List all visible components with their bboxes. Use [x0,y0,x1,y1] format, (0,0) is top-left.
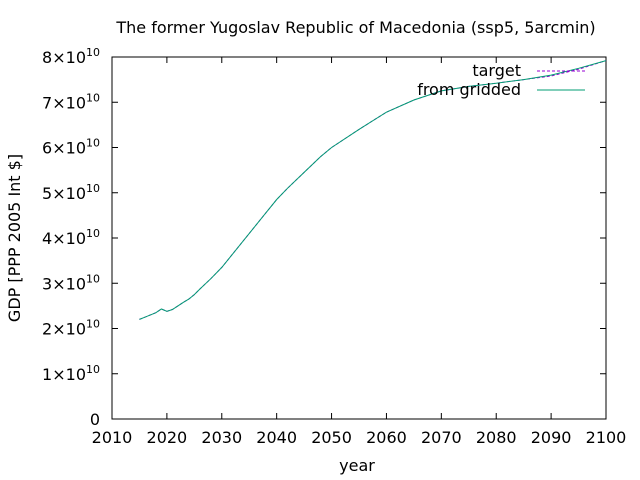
y-tick-label: 3×1010 [42,272,100,293]
plot-frame [111,56,607,420]
chart-title: The former Yugoslav Republic of Macedoni… [115,18,595,37]
legend-label: from gridded [417,80,521,99]
x-tick-label: 2090 [531,428,572,447]
axis-ticks: 2010 2020 2030 2040 2050 2060 2070 2080 2090 2100… [42,46,626,447]
x-tick-label: 2070 [421,428,462,447]
x-tick-label: 2100 [586,428,627,447]
x-tick-label: 2080 [476,428,517,447]
x-axis-label: year [339,456,375,475]
x-tick-label: 2040 [256,428,297,447]
y-tick-label: 4×1010 [42,227,100,248]
y-axis-label: GDP [PPP 2005 Int $] [5,154,24,322]
y-tick-label: 8×1010 [42,46,100,67]
series-line-from-gridded [139,60,607,320]
x-tick-label: 2030 [201,428,242,447]
y-tick-label: 1×1010 [42,363,100,384]
legend-label: target [472,61,521,80]
x-tick-label: 2050 [311,428,352,447]
y-tick-label: 5×1010 [42,182,100,203]
series-lines [139,60,607,320]
x-tick-label: 2010 [92,428,133,447]
y-tick-label: 2×1010 [42,318,100,339]
x-tick-label: 2020 [147,428,188,447]
y-tick-label: 7×1010 [42,91,100,112]
x-tick-label: 2060 [366,428,407,447]
y-tick-label: 0 [90,410,100,429]
y-tick-label: 6×1010 [42,137,100,158]
